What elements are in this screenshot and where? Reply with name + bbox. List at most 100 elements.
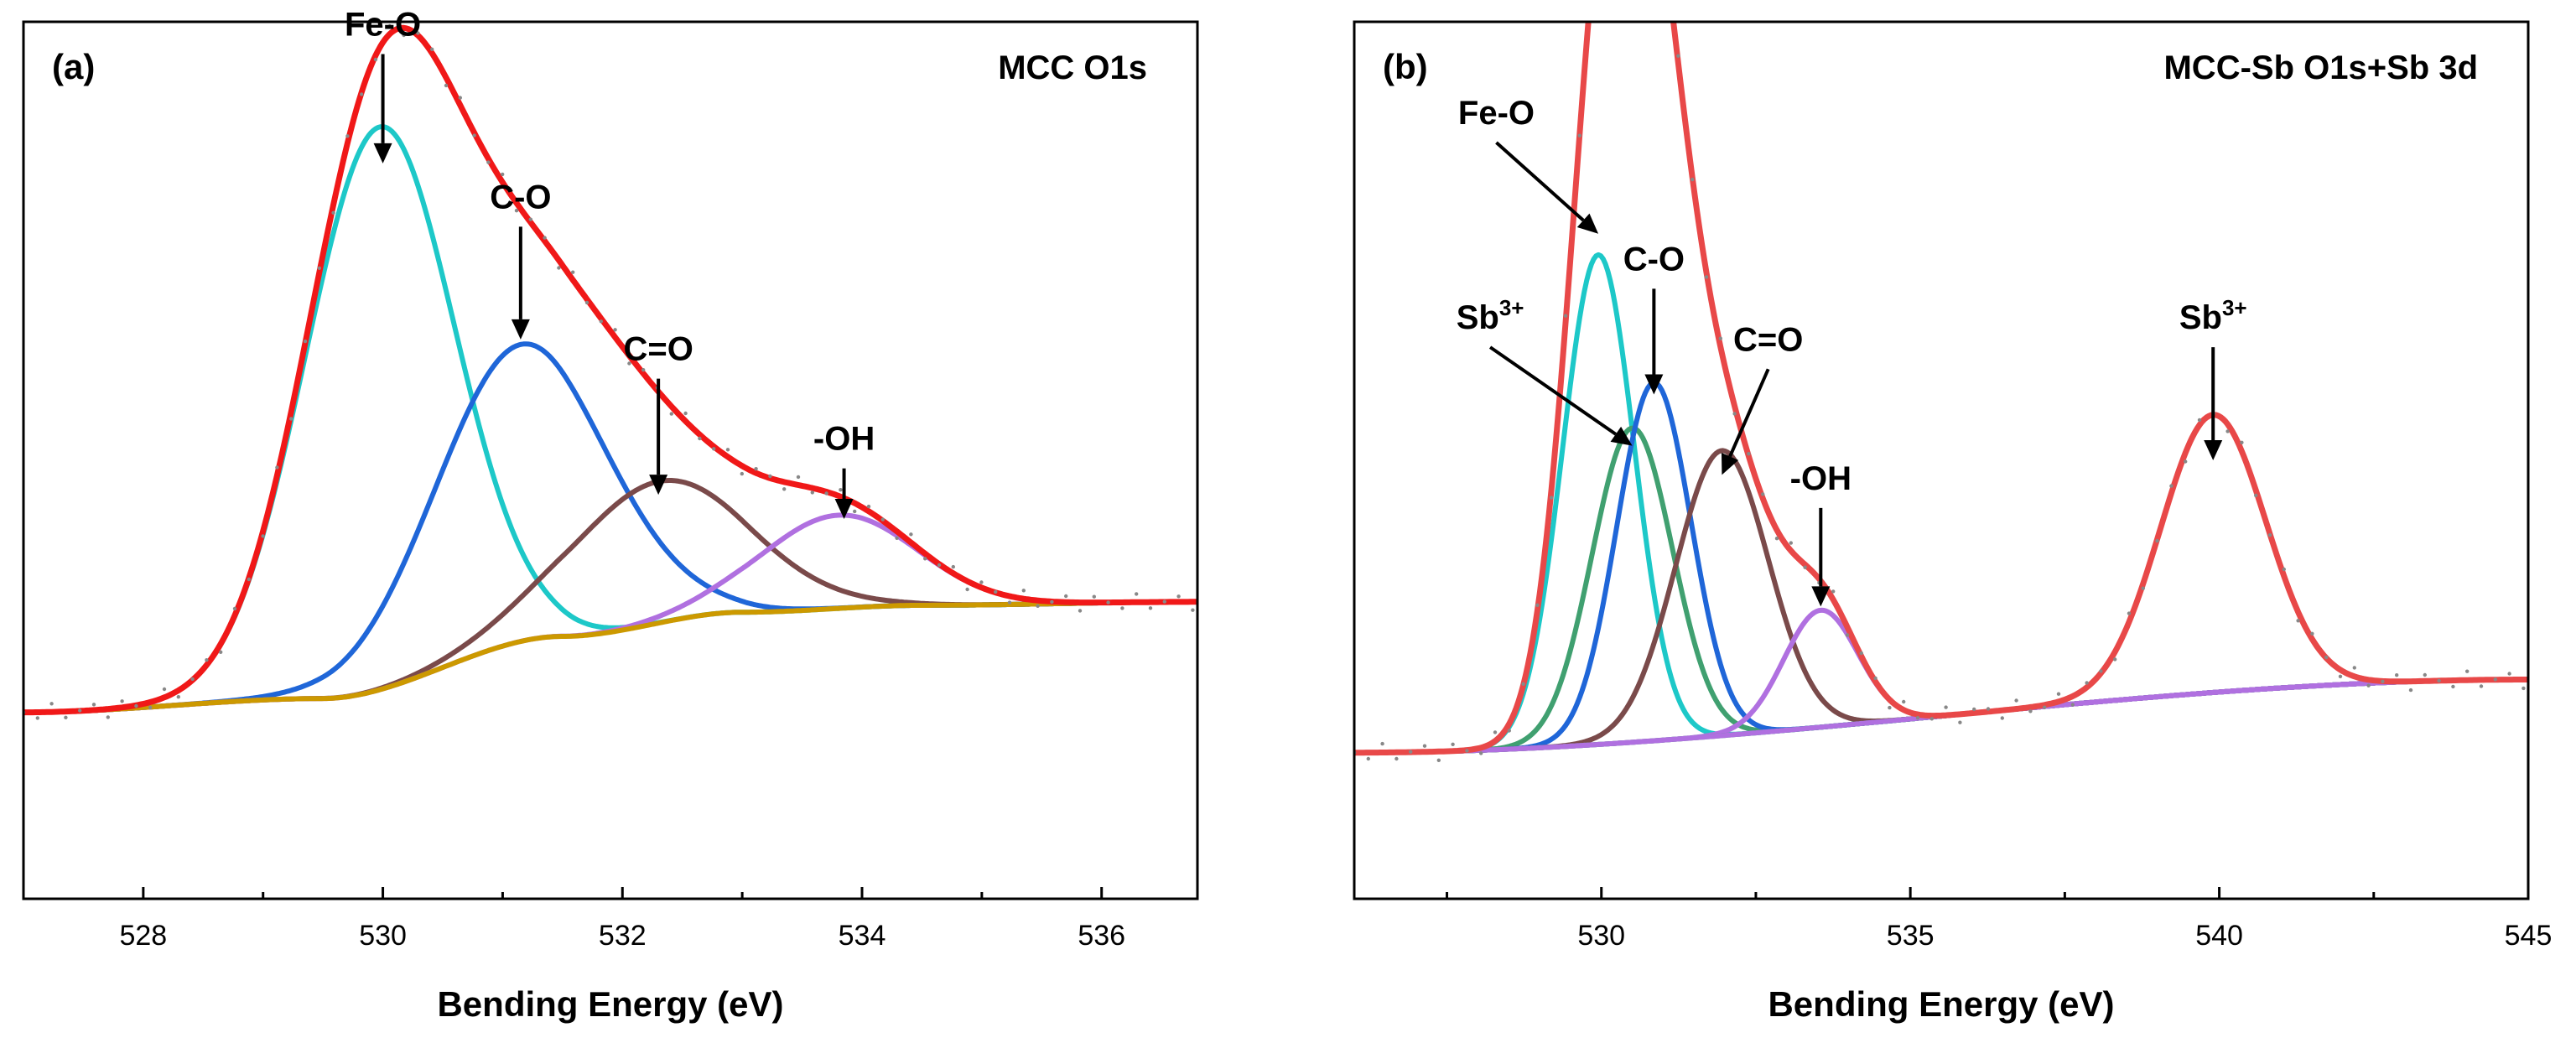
raw-data-point — [2465, 669, 2470, 673]
annotation-label-text: Sb — [2179, 299, 2222, 336]
panel-title: MCC O1s — [998, 49, 1147, 86]
raw-data-point — [1958, 720, 1962, 724]
annotation-label: -OH — [1790, 460, 1852, 497]
annotation-arrow-shaft — [1488, 345, 1617, 436]
raw-data-point — [1135, 592, 1139, 596]
raw-data-point — [951, 564, 956, 569]
raw-data-point — [2254, 493, 2258, 498]
annotation-c-o: C=O — [1721, 321, 1803, 475]
annotation-label-text: C=O — [1733, 321, 1803, 358]
annotation-label-text: Fe-O — [1458, 95, 1535, 132]
raw-data-series — [1354, 54, 2526, 762]
raw-data-point — [2043, 705, 2047, 709]
raw-data-point — [317, 266, 321, 270]
raw-data-point — [1747, 452, 1751, 456]
raw-data-point — [1550, 496, 1554, 500]
raw-data-point — [641, 368, 646, 372]
raw-data-point — [2155, 538, 2159, 543]
raw-data-point — [472, 133, 476, 138]
raw-data-point — [965, 587, 969, 592]
annotation-arrow-head — [1576, 213, 1599, 234]
raw-data-point — [64, 715, 68, 719]
raw-data-point — [1676, 54, 1680, 58]
raw-data-point — [2240, 440, 2244, 444]
annotation-arrow-head — [373, 143, 392, 163]
raw-data-point — [373, 57, 378, 62]
raw-data-point — [2507, 672, 2511, 676]
raw-data-point — [134, 703, 138, 708]
raw-data-point — [275, 465, 279, 470]
raw-data-point — [669, 412, 673, 416]
raw-data-point — [2324, 655, 2329, 660]
raw-data-point — [1380, 741, 1384, 746]
x-tick-label: 532 — [599, 920, 647, 952]
raw-data-point — [1176, 594, 1181, 599]
raw-data-point — [1148, 606, 1153, 610]
annotation-arrow-head — [834, 499, 854, 520]
raw-data-point — [683, 411, 688, 416]
peak-c-o-curve — [1354, 380, 2528, 755]
annotation-label: Fe-O — [345, 6, 421, 43]
raw-data-point — [1465, 749, 1469, 753]
raw-data-point — [584, 300, 589, 305]
raw-data-point — [345, 134, 350, 138]
peak--oh-curve — [23, 512, 1197, 715]
raw-data-point — [754, 467, 758, 471]
raw-data-point — [1493, 730, 1498, 734]
raw-data-point — [1563, 314, 1568, 318]
annotation-arrow-head — [1610, 426, 1633, 446]
raw-data-point — [571, 270, 575, 274]
annotation-label: C=O — [623, 331, 693, 368]
x-tick-label: 540 — [2195, 920, 2243, 952]
raw-data-point — [1162, 599, 1167, 604]
raw-data-point — [2310, 631, 2314, 636]
raw-data-point — [937, 563, 942, 568]
raw-data-point — [1690, 177, 1695, 182]
raw-data-point — [2225, 429, 2230, 433]
raw-data-point — [430, 47, 434, 51]
raw-data-point — [1831, 589, 1836, 594]
raw-data-point — [232, 606, 237, 611]
peak-c-o-curve — [23, 341, 1197, 715]
raw-data-point — [698, 436, 702, 441]
annotation-label-text: Fe-O — [345, 6, 421, 43]
raw-data-point — [528, 217, 532, 221]
annotation-label-text: C-O — [490, 179, 551, 215]
raw-data-point — [740, 471, 744, 476]
raw-data-point — [1092, 594, 1097, 599]
raw-data-point — [1191, 608, 1195, 612]
annotation-sb3-: Sb3+ — [2179, 295, 2247, 460]
annotation-label: -OH — [813, 421, 875, 458]
raw-data-point — [1507, 729, 1512, 733]
raw-data-point — [1120, 606, 1124, 610]
raw-data-point — [1972, 707, 1976, 712]
raw-data-point — [895, 536, 899, 540]
raw-data-point — [35, 716, 39, 720]
annotation-c-o: C-O — [490, 179, 552, 340]
x-tick-label: 535 — [1887, 920, 1935, 952]
raw-data-point — [2437, 678, 2441, 683]
plot-frame — [22, 20, 1199, 900]
raw-data-point — [1050, 599, 1054, 605]
raw-data-point — [402, 33, 406, 38]
annotation-fe-o: Fe-O — [345, 6, 421, 163]
annotation--oh: -OH — [813, 421, 875, 520]
x-axis-label: Bending Energy (eV) — [437, 984, 783, 1024]
annotation-label-text: C=O — [623, 331, 693, 368]
raw-data-point — [219, 650, 223, 654]
raw-data-point — [2282, 567, 2286, 572]
raw-data-point — [1718, 336, 1722, 340]
x-tick-label: 534 — [839, 920, 886, 952]
raw-data-point — [979, 580, 984, 584]
raw-data-point — [2395, 673, 2399, 677]
annotation-label-superscript: 3+ — [1499, 295, 1524, 320]
panel-label: (a) — [52, 47, 95, 86]
raw-data-point — [2070, 703, 2075, 707]
raw-data-point — [1704, 275, 1709, 279]
raw-data-point — [839, 488, 843, 492]
raw-data-point — [1366, 756, 1371, 761]
x-tick-label: 530 — [1577, 920, 1625, 952]
raw-data-point — [106, 715, 110, 719]
raw-data-point — [1036, 604, 1040, 608]
